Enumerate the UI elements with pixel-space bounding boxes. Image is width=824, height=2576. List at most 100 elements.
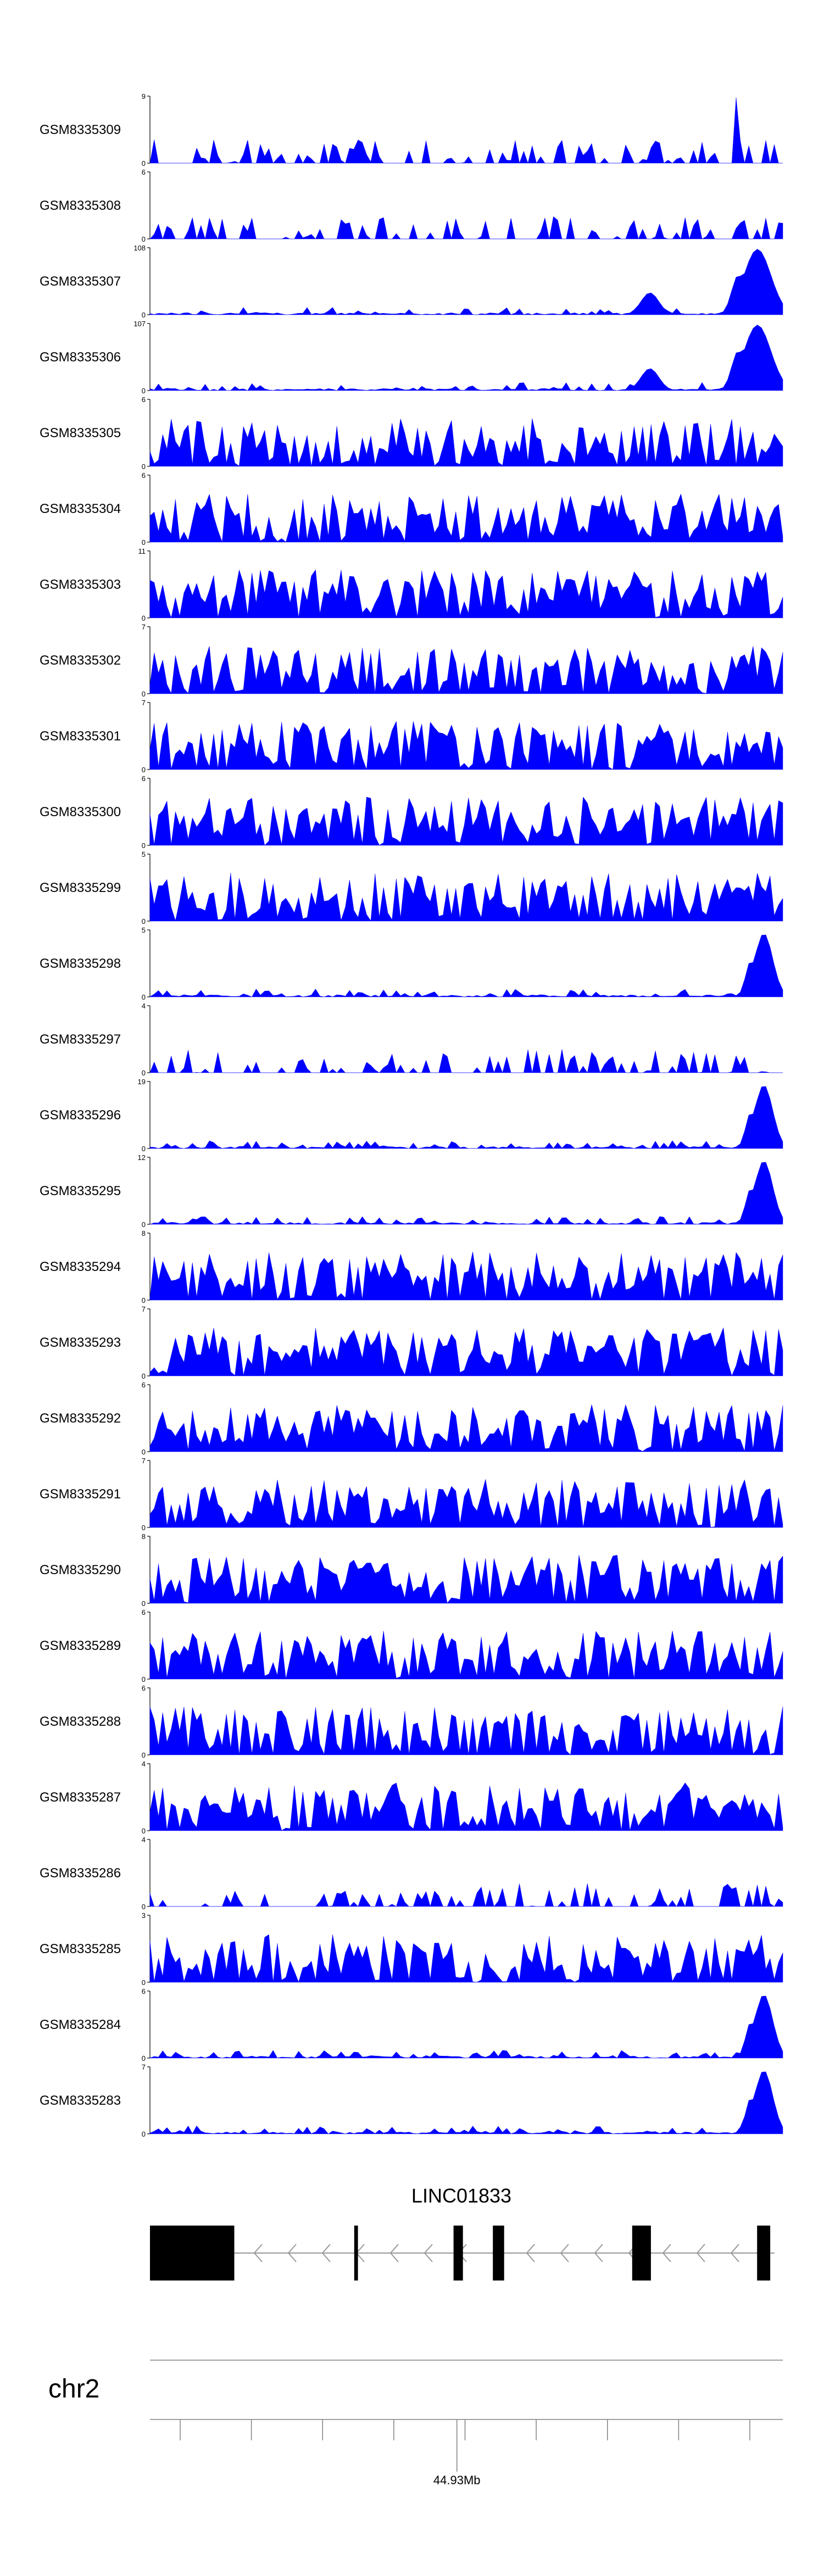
track-ymin-label: 0 [142,1751,146,1759]
track-GSM8335283: GSM8335283 7 0 [40,2063,783,2138]
track-ymin-label: 0 [142,1599,146,1608]
track-label: GSM8335284 [40,2017,121,2032]
track-ymin-label: 0 [142,1903,146,1911]
track-GSM8335286: GSM8335286 4 0 [40,1836,783,1911]
track-label: GSM8335306 [40,350,121,365]
track-label: GSM8335293 [40,1335,121,1350]
track-GSM8335294: GSM8335294 8 0 [40,1229,783,1304]
track-label: GSM8335298 [40,956,121,971]
track-ymin-label: 0 [142,690,146,698]
track-ymax-label: 4 [142,1836,146,1844]
track-label: GSM8335295 [40,1184,121,1198]
track-ymin-label: 0 [142,1145,146,1153]
gene-exon [150,2226,235,2281]
strand-arrow-icon [424,2244,433,2262]
track-ymin-label: 0 [142,2130,146,2138]
track-GSM8335300: GSM8335300 6 0 [40,774,783,850]
track-ymax-label: 7 [142,1457,146,1465]
track-label: GSM8335308 [40,198,121,213]
coverage-area [149,2071,783,2134]
track-label: GSM8335299 [40,880,121,895]
track-ymax-label: 5 [142,850,146,858]
coverage-area [149,1555,783,1604]
track-GSM8335297: GSM8335297 4 0 [40,1002,783,1077]
track-GSM8335291: GSM8335291 7 0 [40,1457,783,1532]
strand-arrow-icon [730,2244,739,2262]
track-ymax-label: 11 [138,547,146,555]
coverage-area [149,646,783,694]
track-ymin-label: 0 [142,235,146,243]
track-GSM8335304: GSM8335304 6 0 [40,471,783,547]
track-label: GSM8335291 [40,1487,121,1502]
strand-arrow-icon [662,2244,671,2262]
track-label: GSM8335301 [40,729,121,744]
track-ymax-label: 4 [142,1002,146,1010]
coverage-area [149,1631,783,1680]
track-ymin-label: 0 [142,1827,146,1835]
track-ymin-label: 0 [142,766,146,774]
track-GSM8335305: GSM8335305 6 0 [40,395,783,471]
gene-exon [493,2226,504,2281]
track-ymax-label: 4 [142,1760,146,1768]
track-label: GSM8335296 [40,1108,121,1123]
track-ymin-label: 0 [142,538,146,547]
coverage-area [149,796,783,846]
track-ymin-label: 0 [142,993,146,1001]
track-ymin-label: 0 [142,841,146,850]
track-ymax-label: 3 [142,1911,146,1920]
track-GSM8335285: GSM8335285 3 0 [40,1911,783,1987]
track-GSM8335299: GSM8335299 5 0 [40,850,783,925]
track-ymax-label: 6 [142,1608,146,1616]
track-ymax-label: 7 [142,623,146,631]
track-label: GSM8335300 [40,805,121,819]
track-ymin-label: 0 [142,311,146,319]
coverage-area [149,325,783,391]
track-GSM8335298: GSM8335298 5 0 [40,926,783,1001]
track-ymax-label: 5 [142,926,146,934]
coverage-area [149,1252,783,1301]
track-ymin-label: 0 [142,1524,146,1532]
track-ymin-label: 0 [142,1296,146,1304]
track-label: GSM8335309 [40,122,121,137]
track-label: GSM8335292 [40,1411,121,1426]
track-ymax-label: 7 [142,1305,146,1313]
track-ymax-label: 6 [142,774,146,783]
chromosome-label: chr2 [48,2374,99,2404]
coverage-area [149,1995,783,2059]
strand-arrow-icon [253,2244,263,2262]
genome-axis: 44.93Mb [150,2360,783,2487]
gene-exon [632,2226,651,2281]
track-label: GSM8335307 [40,274,121,289]
track-ymin-label: 0 [142,917,146,925]
track-GSM8335288: GSM8335288 6 0 [40,1684,783,1759]
coverage-area [149,418,783,467]
coverage-area [149,569,783,618]
track-label: GSM8335305 [40,426,121,441]
strand-arrow-icon [696,2244,705,2262]
track-GSM8335287: GSM8335287 4 0 [40,1760,783,1835]
track-GSM8335289: GSM8335289 6 0 [40,1608,783,1683]
gene-exon [757,2226,771,2281]
track-GSM8335308: GSM8335308 6 0 [40,168,783,243]
track-GSM8335292: GSM8335292 6 0 [40,1381,783,1456]
genome-position-label: 44.93Mb [433,2473,481,2487]
track-ymin-label: 0 [142,1220,146,1229]
track-ymin-label: 0 [142,462,146,471]
coverage-area [149,1162,783,1225]
coverage-area [149,1782,783,1831]
track-label: GSM8335288 [40,1714,121,1729]
track-GSM8335303: GSM8335303 11 0 [40,547,783,622]
gene-exon [354,2226,358,2281]
gene-model [150,2226,775,2281]
track-ymax-label: 7 [142,699,146,707]
track-label: GSM8335303 [40,577,121,592]
track-ymax-label: 7 [142,2063,146,2071]
coverage-area [149,1328,783,1376]
track-ymax-label: 8 [142,1532,146,1541]
coverage-area [149,873,783,922]
strand-arrow-icon [594,2244,603,2262]
track-label: GSM8335290 [40,1563,121,1577]
track-label: GSM8335304 [40,501,121,516]
track-ymax-label: 6 [142,168,146,176]
